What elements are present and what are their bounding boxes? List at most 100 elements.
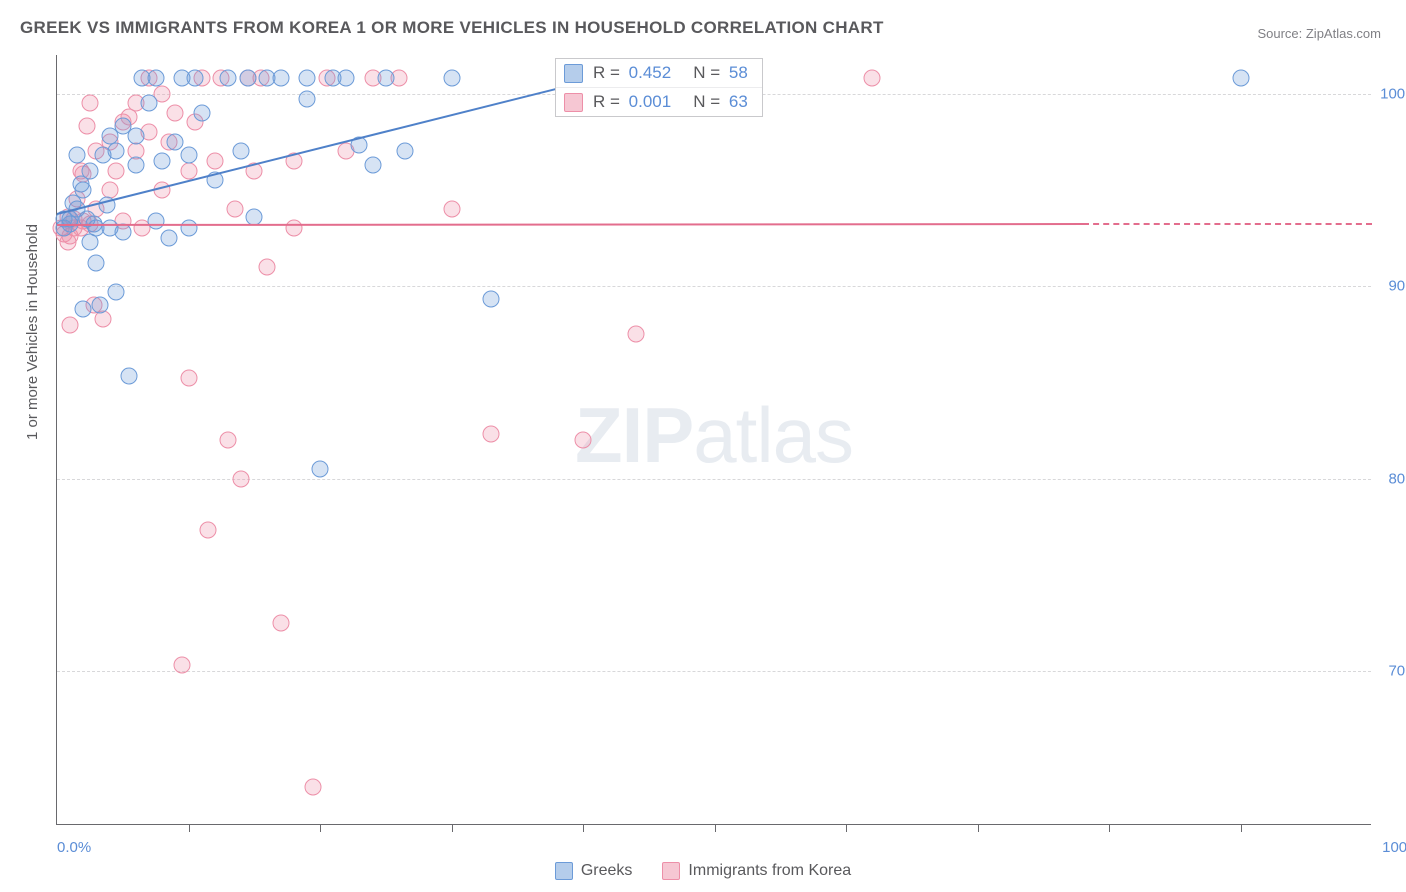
source-name: ZipAtlas.com [1306, 26, 1381, 41]
data-point-korea [101, 181, 118, 198]
data-point-greek [81, 162, 98, 179]
x-tick [715, 824, 716, 832]
swatch-pink-icon [564, 93, 583, 112]
data-point-greek [397, 143, 414, 160]
x-tick [978, 824, 979, 832]
data-point-greek [272, 70, 289, 87]
source-prefix: Source: [1257, 26, 1305, 41]
data-point-korea [219, 432, 236, 449]
data-point-greek [108, 143, 125, 160]
legend-label: Greeks [581, 862, 633, 880]
data-point-korea [285, 220, 302, 237]
x-tick [583, 824, 584, 832]
data-point-korea [79, 118, 96, 135]
data-point-greek [108, 283, 125, 300]
data-point-greek [377, 70, 394, 87]
stats-row-korea: R = 0.001 N = 63 [556, 87, 762, 116]
chart-title: GREEK VS IMMIGRANTS FROM KOREA 1 OR MORE… [20, 18, 884, 38]
data-point-korea [108, 162, 125, 179]
data-point-korea [305, 778, 322, 795]
watermark-bold: ZIP [575, 390, 693, 478]
gridline [57, 479, 1371, 480]
trend-line-korea-extrapolated [1083, 223, 1372, 225]
swatch-pink-icon [662, 862, 680, 880]
data-point-greek [1232, 70, 1249, 87]
y-tick-label: 100.0% [1376, 85, 1406, 102]
r-label: R = 0.452 [593, 63, 671, 83]
data-point-greek [167, 133, 184, 150]
data-point-korea [180, 370, 197, 387]
data-point-korea [259, 258, 276, 275]
data-point-greek [68, 147, 85, 164]
data-point-greek [160, 229, 177, 246]
data-point-korea [272, 614, 289, 631]
trend-line-korea [57, 223, 1083, 226]
watermark: ZIPatlas [575, 389, 853, 480]
x-tick-label-max: 100.0% [1382, 839, 1406, 856]
data-point-greek [180, 147, 197, 164]
data-point-korea [180, 162, 197, 179]
x-tick [189, 824, 190, 832]
y-tick-label: 70.0% [1376, 663, 1406, 680]
data-point-greek [193, 104, 210, 121]
data-point-korea [167, 104, 184, 121]
n-label: N = 63 [693, 92, 748, 112]
swatch-blue-icon [555, 862, 573, 880]
data-point-korea [864, 70, 881, 87]
data-point-greek [92, 297, 109, 314]
data-point-greek [219, 70, 236, 87]
data-point-greek [127, 127, 144, 144]
data-point-korea [173, 657, 190, 674]
x-tick [452, 824, 453, 832]
x-tick-label-min: 0.0% [57, 839, 91, 856]
r-label: R = 0.001 [593, 92, 671, 112]
data-point-greek [482, 291, 499, 308]
data-point-korea [482, 426, 499, 443]
data-point-greek [180, 220, 197, 237]
data-point-greek [239, 70, 256, 87]
stats-row-greeks: R = 0.452 N = 58 [556, 59, 762, 87]
legend-label: Immigrants from Korea [688, 862, 851, 880]
data-point-korea [233, 470, 250, 487]
data-point-greek [298, 70, 315, 87]
data-point-greek [443, 70, 460, 87]
data-point-greek [147, 70, 164, 87]
data-point-greek [127, 156, 144, 173]
data-point-greek [75, 181, 92, 198]
swatch-blue-icon [564, 64, 583, 83]
gridline [57, 671, 1371, 672]
data-point-greek [154, 152, 171, 169]
x-tick [1241, 824, 1242, 832]
y-tick-label: 90.0% [1376, 278, 1406, 295]
x-tick [846, 824, 847, 832]
data-point-korea [575, 432, 592, 449]
gridline [57, 286, 1371, 287]
data-point-greek [298, 91, 315, 108]
scatter-plot-area: ZIPatlas 70.0%80.0%90.0%100.0%0.0%100.0% [56, 55, 1371, 825]
y-tick-label: 80.0% [1376, 470, 1406, 487]
x-tick [320, 824, 321, 832]
data-point-korea [200, 522, 217, 539]
data-point-greek [364, 156, 381, 173]
data-point-greek [338, 70, 355, 87]
data-point-greek [88, 254, 105, 271]
x-tick [1109, 824, 1110, 832]
data-point-korea [443, 201, 460, 218]
data-point-greek [233, 143, 250, 160]
y-axis-title: 1 or more Vehicles in Household [24, 224, 41, 440]
data-point-korea [226, 201, 243, 218]
data-point-greek [246, 208, 263, 225]
data-point-greek [312, 460, 329, 477]
watermark-rest: atlas [693, 390, 853, 478]
correlation-stats-box: R = 0.452 N = 58 R = 0.001 N = 63 [555, 58, 763, 117]
data-point-greek [187, 70, 204, 87]
data-point-korea [81, 95, 98, 112]
data-point-korea [62, 316, 79, 333]
data-point-korea [627, 326, 644, 343]
data-point-greek [114, 224, 131, 241]
data-point-greek [141, 95, 158, 112]
data-point-greek [75, 301, 92, 318]
source-attribution: Source: ZipAtlas.com [1257, 26, 1381, 41]
data-point-greek [121, 368, 138, 385]
bottom-legend: Greeks Immigrants from Korea [0, 862, 1406, 880]
